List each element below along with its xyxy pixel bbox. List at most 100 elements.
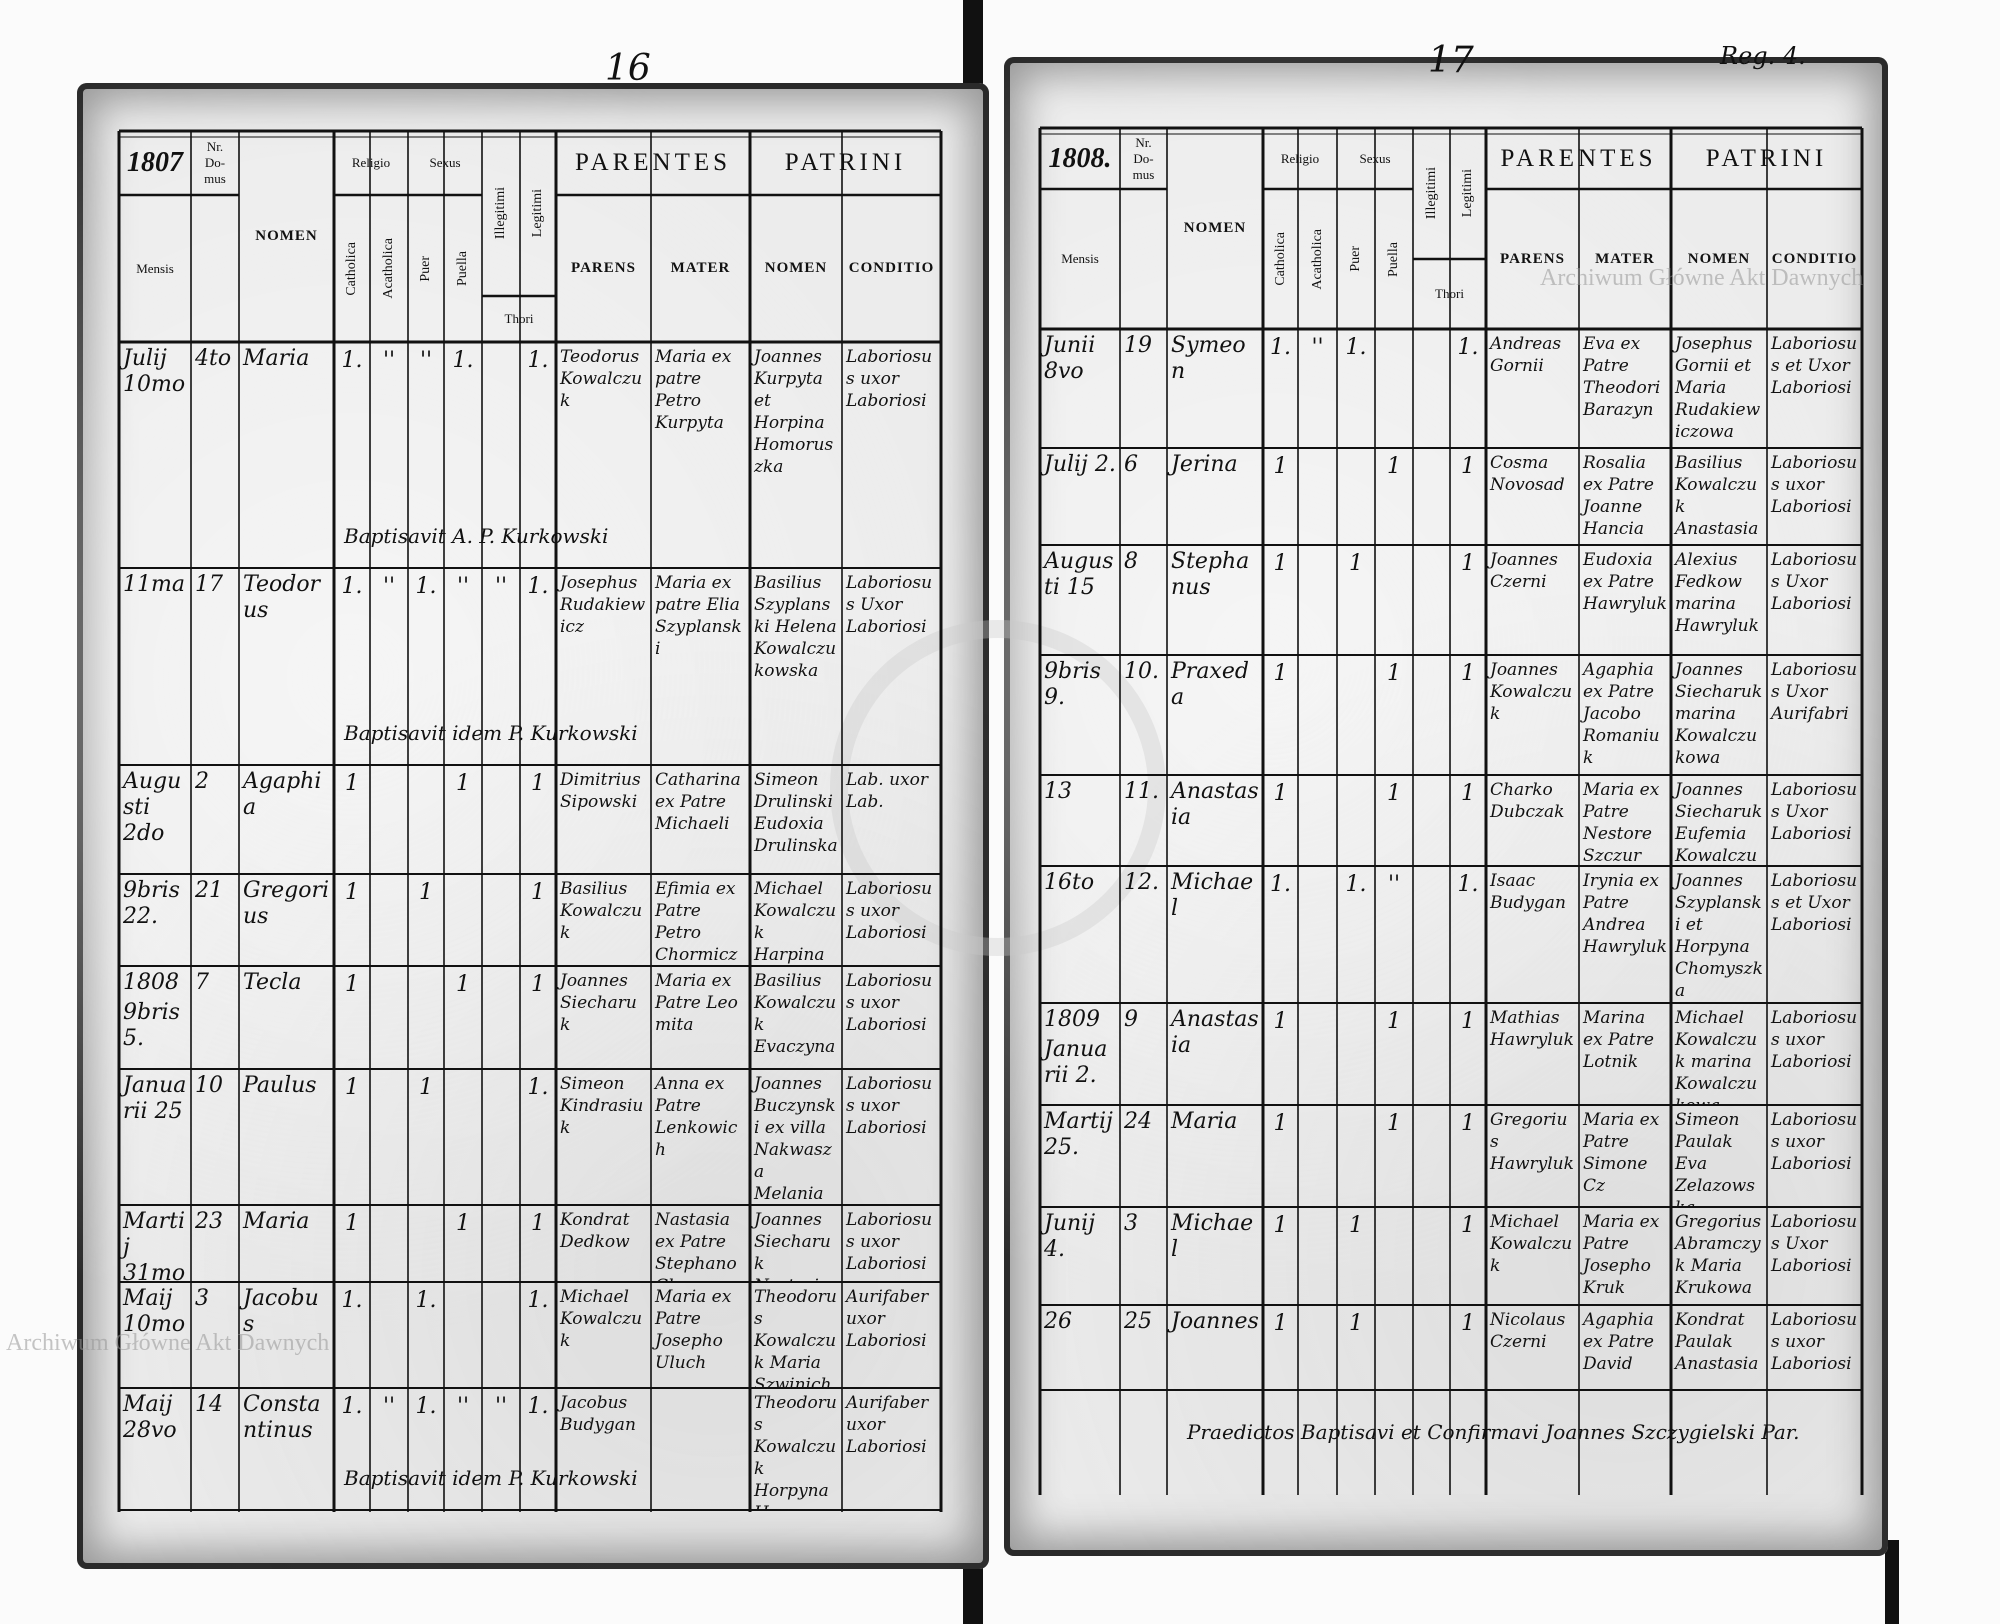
entry-number: 10	[195, 1073, 223, 1098]
domus-label: Do-mus	[1132, 150, 1155, 182]
entry-date: Maij 28vo	[123, 1392, 177, 1443]
mark-illegitimi	[482, 1205, 520, 1265]
mother-name: Maria ex patre Elia Szyplanski	[655, 573, 742, 659]
entry-date: Julij 2.	[1044, 452, 1116, 477]
mark-puella: 1	[456, 1211, 470, 1236]
godparents-condition: Aurifaber uxor Laboriosi	[846, 1287, 929, 1351]
father-name: Joannes Siecharuk	[560, 971, 637, 1035]
mark-catholica: 1	[1273, 661, 1288, 686]
mark-legitimi: 1	[1461, 1111, 1475, 1136]
mark-puer	[408, 966, 444, 1026]
child-name: Anastasia	[1171, 1007, 1259, 1058]
mother-name: Catharina ex Patre Michaeli	[655, 770, 741, 834]
mark-illegitimi	[1413, 1105, 1450, 1165]
nr-label: Nr.	[206, 139, 224, 154]
legitimi-label: Legitimi	[520, 131, 556, 296]
mark-illegitimi	[1413, 775, 1450, 835]
mark-legitimi: 1	[1461, 1009, 1475, 1034]
parentes-label: PARENTES	[1500, 144, 1657, 172]
acatholica-label-text: Acatholica	[381, 238, 396, 299]
mark-puella	[444, 1069, 482, 1129]
mother-name: Nastasia ex Patre Stephano Chme	[655, 1210, 737, 1282]
mark-catholica: 1	[1273, 1111, 1288, 1136]
child-name: Symeon	[1171, 333, 1246, 384]
baptism-note: Baptisavit idem P. Kurkowski	[344, 1466, 638, 1490]
entry-number: 9	[1124, 1007, 1138, 1032]
mark-catholica: 1	[345, 972, 359, 997]
mark-acatholica	[1298, 448, 1337, 508]
entry-number: 21	[195, 878, 223, 903]
mark-acatholica	[1298, 655, 1337, 715]
mark-illegitimi	[1413, 329, 1450, 389]
mother-name: Maria ex Patre Josepho Kruk	[1583, 1212, 1660, 1298]
acatholica-label-text: Acatholica	[1309, 228, 1325, 290]
legitimi-label-text: Legitimi	[1460, 169, 1475, 218]
mark-legitimi: 1	[1461, 454, 1475, 479]
religio-label: Religio	[1280, 150, 1320, 166]
parentes-label: PARENTES	[574, 149, 732, 176]
acatholica-label: Acatholica	[1298, 189, 1337, 329]
mark-puer: 1	[1349, 1311, 1363, 1336]
mark-puella: 1	[1387, 1009, 1401, 1034]
mark-catholica: 1	[1273, 1009, 1288, 1034]
father-name: Kondrat Dedkow	[560, 1210, 630, 1252]
mark-catholica: 1.	[341, 1288, 363, 1313]
entry-date: Januarii 2.	[1044, 1037, 1108, 1088]
godparents-names: Basilius Kowalczuk Anastasia	[1675, 453, 1759, 539]
mark-acatholica	[1298, 1105, 1337, 1165]
mother-name: Marina ex Patre Lotnik	[1583, 1008, 1654, 1072]
father-name: Gregorius Hawryluk	[1490, 1110, 1574, 1174]
mother-name: Irynia ex Patre Andrea Hawryluk	[1583, 871, 1667, 957]
godparents-names: Joannes Siecharuk marina Kowalczukowa	[1675, 660, 1763, 768]
mark-puer: 1	[419, 1075, 433, 1100]
year-mark: 1808	[123, 970, 179, 995]
godparents-names: Simeon Drulinski Eudoxia Drulinska	[754, 770, 838, 856]
entry-date: Junii 8vo	[1044, 333, 1096, 384]
child-name: Michael	[1171, 1211, 1254, 1262]
godparents-condition: Laboriosus uxor Laboriosi	[1771, 1310, 1858, 1374]
godparents-condition: Laboriosus Uxor Laboriosi	[846, 573, 933, 637]
godparents-names: Joannes Szyplanski et Horpyna Chomyszka	[1675, 871, 1763, 1001]
mensis-label: Mensis	[1061, 251, 1099, 266]
mark-puella: 1	[456, 771, 470, 796]
mark-acatholica	[370, 1069, 408, 1129]
page-number: 16	[605, 48, 651, 89]
mark-illegitimi	[1413, 1305, 1450, 1365]
mark-puer	[408, 765, 444, 825]
child-name: Joannes	[1171, 1309, 1259, 1334]
father-name: Michael Kowalczuk	[560, 1287, 643, 1351]
mark-legitimi: 1	[1461, 1311, 1475, 1336]
right-page	[1004, 57, 1888, 1556]
mark-legitimi: 1.	[1457, 335, 1479, 360]
father-name: Mathias Hawryluk	[1490, 1008, 1574, 1050]
father-name: Michael Kowalczuk	[1490, 1212, 1573, 1276]
father-name: Joannes Czerni	[1490, 550, 1558, 592]
father-name: Teodorus Kowalczuk	[560, 347, 643, 411]
mark-illegitimi	[1413, 655, 1450, 715]
entry-number: 23	[195, 1209, 223, 1234]
nomen-label: NOMEN	[1183, 220, 1247, 236]
puer-label: Puer	[408, 195, 444, 342]
mark-puer	[408, 1205, 444, 1265]
mark-illegitimi: ''	[494, 574, 508, 599]
father-name: Joannes Kowalczuk	[1490, 660, 1573, 724]
mark-illegitimi	[1413, 866, 1450, 926]
mark-puer: 1.	[1345, 335, 1367, 360]
entry-date: 9bris 5.	[123, 1000, 180, 1051]
mother-name: Anna ex Patre Lenkowich	[655, 1074, 738, 1160]
illegitimi-label-text: Illegitimi	[1423, 167, 1439, 220]
entry-date: Junij 4.	[1044, 1211, 1096, 1262]
mark-puella: 1	[456, 972, 470, 997]
mother-name: Rosalia ex Patre Joanne Hancia	[1583, 453, 1654, 539]
godparents-condition: Laboriosus Uxor Aurifabri	[1771, 660, 1858, 724]
father-name: Dimitrius Sipowski	[560, 770, 641, 812]
entry-number: 3	[195, 1286, 209, 1311]
register-reference: Reg. 4.	[1720, 42, 1806, 70]
mark-catholica: 1.	[1270, 872, 1291, 897]
father-name: Isaac Budygan	[1490, 871, 1566, 913]
mark-puella	[1375, 329, 1413, 389]
catholica-label-text: Catholica	[1272, 232, 1288, 286]
nr-domus-label: Nr. Do-mus	[1120, 128, 1167, 189]
sexus-label: Sexus	[1359, 150, 1391, 166]
mark-illegitimi	[1413, 1207, 1450, 1267]
